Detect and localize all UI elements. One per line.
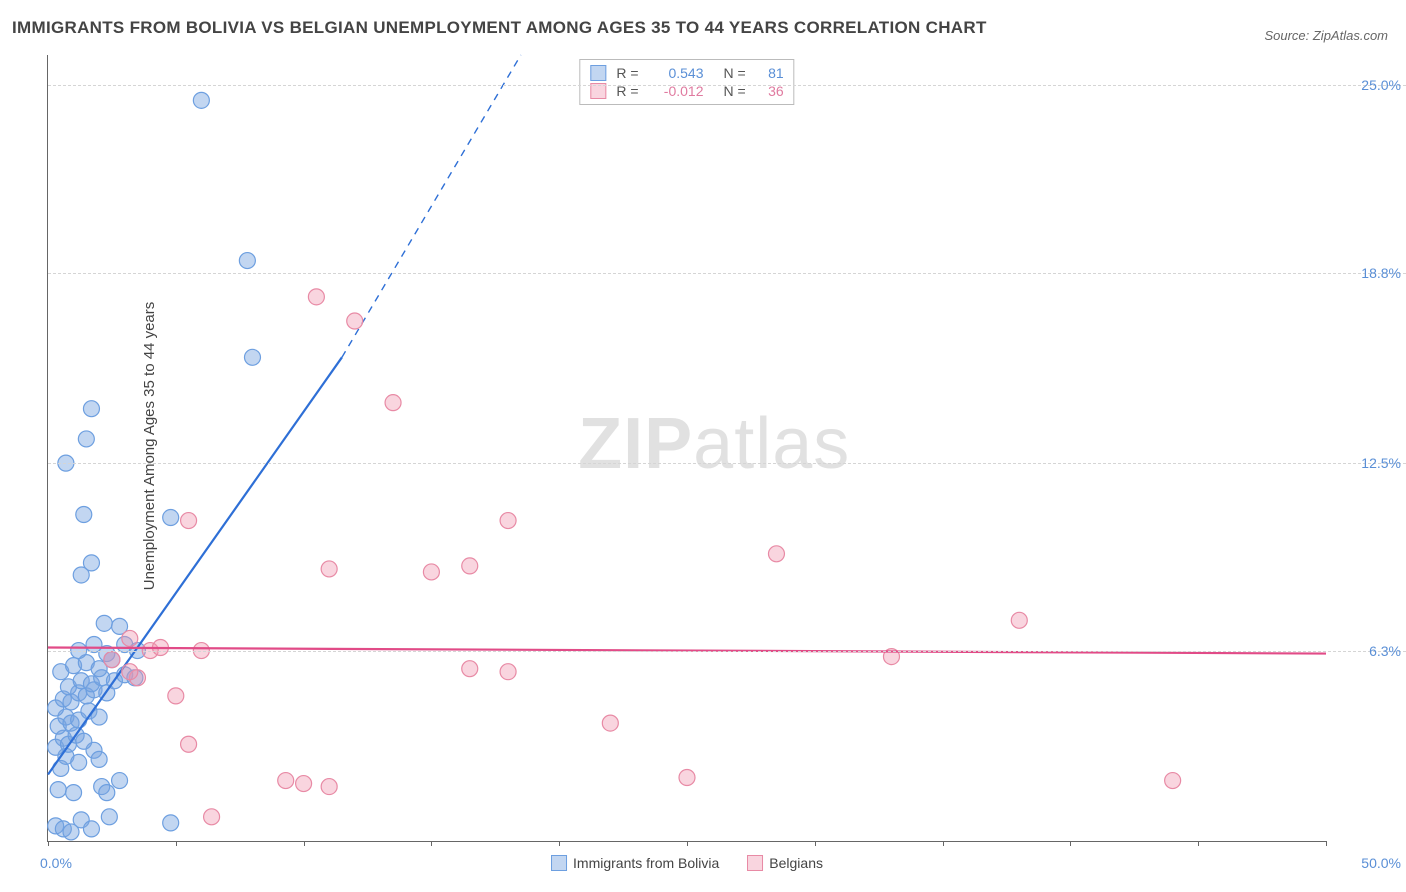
gridline — [48, 273, 1406, 274]
gridline — [48, 651, 1406, 652]
legend-swatch-icon — [551, 855, 567, 871]
data-point — [500, 664, 516, 680]
data-point — [96, 615, 112, 631]
source-attribution: Source: ZipAtlas.com — [1264, 28, 1388, 43]
data-point — [462, 661, 478, 677]
data-point — [423, 564, 439, 580]
n-label: N = — [724, 65, 746, 81]
data-point — [204, 809, 220, 825]
data-point — [181, 736, 197, 752]
data-point — [163, 815, 179, 831]
data-point — [768, 546, 784, 562]
data-point — [239, 253, 255, 269]
data-point — [78, 431, 94, 447]
data-point — [278, 773, 294, 789]
data-point — [1011, 612, 1027, 628]
x-tick-mark — [687, 841, 688, 846]
legend-series-label: Belgians — [769, 855, 823, 871]
data-point — [347, 313, 363, 329]
legend-series-item: Immigrants from Bolivia — [551, 855, 719, 871]
x-tick-mark — [943, 841, 944, 846]
legend-statistics: R =0.543N =81R =-0.012N =36 — [579, 59, 794, 105]
x-tick-mark — [1326, 841, 1327, 846]
data-point — [83, 401, 99, 417]
y-tick-label: 12.5% — [1361, 455, 1401, 471]
data-point — [193, 92, 209, 108]
data-point — [99, 785, 115, 801]
data-point — [181, 513, 197, 529]
data-point — [104, 652, 120, 668]
gridline — [48, 463, 1406, 464]
y-tick-label: 6.3% — [1369, 643, 1401, 659]
data-point — [500, 513, 516, 529]
data-point — [83, 555, 99, 571]
x-tick-mark — [559, 841, 560, 846]
legend-series-label: Immigrants from Bolivia — [573, 855, 719, 871]
data-point — [168, 688, 184, 704]
data-point — [296, 776, 312, 792]
x-axis-max-label: 50.0% — [1361, 855, 1401, 871]
data-point — [112, 773, 128, 789]
data-point — [602, 715, 618, 731]
y-tick-label: 18.8% — [1361, 265, 1401, 281]
chart-plot-area: ZIPatlas R =0.543N =81R =-0.012N =36 Imm… — [47, 55, 1326, 842]
n-value: 81 — [756, 65, 784, 81]
x-tick-mark — [815, 841, 816, 846]
r-value: 0.543 — [649, 65, 704, 81]
x-tick-mark — [1198, 841, 1199, 846]
data-point — [385, 395, 401, 411]
data-point — [76, 733, 92, 749]
y-tick-label: 25.0% — [1361, 77, 1401, 93]
data-point — [50, 782, 66, 798]
data-point — [91, 751, 107, 767]
data-point — [122, 664, 138, 680]
legend-swatch-icon — [747, 855, 763, 871]
trend-line-extrapolated — [342, 55, 521, 357]
x-tick-mark — [1070, 841, 1071, 846]
legend-series-item: Belgians — [747, 855, 823, 871]
chart-title: IMMIGRANTS FROM BOLIVIA VS BELGIAN UNEMP… — [12, 18, 987, 38]
data-point — [122, 630, 138, 646]
data-point — [244, 349, 260, 365]
data-point — [321, 561, 337, 577]
data-point — [321, 779, 337, 795]
x-tick-mark — [48, 841, 49, 846]
data-point — [101, 809, 117, 825]
data-point — [1165, 773, 1181, 789]
data-point — [76, 507, 92, 523]
x-axis-min-label: 0.0% — [40, 855, 72, 871]
data-point — [163, 510, 179, 526]
data-point — [308, 289, 324, 305]
x-tick-mark — [431, 841, 432, 846]
legend-stat-row: R = 0.543 N = 81 — [590, 64, 783, 82]
legend-series: Immigrants from Bolivia Belgians — [551, 855, 823, 871]
legend-swatch-icon — [590, 65, 606, 81]
data-point — [83, 821, 99, 837]
scatter-plot-svg — [48, 55, 1326, 841]
x-tick-mark — [176, 841, 177, 846]
data-point — [66, 785, 82, 801]
x-tick-mark — [304, 841, 305, 846]
r-label: R = — [616, 65, 638, 81]
data-point — [462, 558, 478, 574]
data-point — [71, 754, 87, 770]
data-point — [679, 770, 695, 786]
gridline — [48, 85, 1406, 86]
